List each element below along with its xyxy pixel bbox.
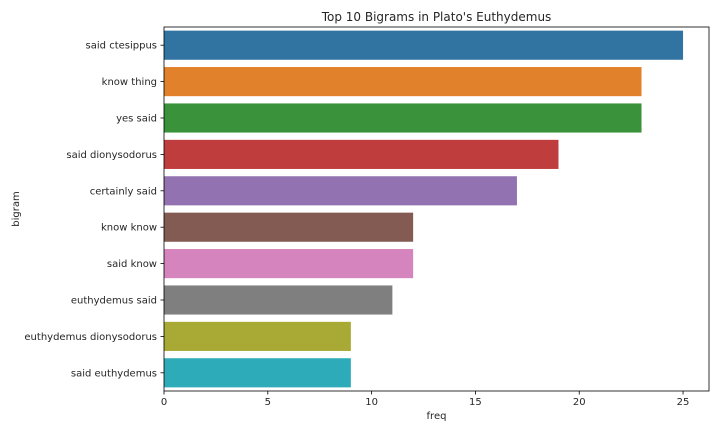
bar-certainly-said (164, 176, 517, 206)
x-tick-label: 20 (573, 397, 586, 408)
y-tick-label: said know (107, 259, 157, 270)
y-tick-label: certainly said (90, 186, 157, 197)
bar-know-thing (164, 67, 642, 97)
bar-yes-said (164, 103, 642, 133)
y-tick-label: euthydemus said (71, 296, 157, 307)
bar-said-ctesippus (164, 30, 684, 60)
bar-said-dionysodorus (164, 139, 559, 169)
y-tick-label: yes said (116, 114, 157, 125)
x-tick-label: 15 (469, 397, 482, 408)
y-axis-ticks: said ctesippus know thing yes said said dio… (24, 41, 164, 379)
x-axis-ticks: 0 5 10 15 20 25 (161, 391, 690, 408)
y-axis-label: bigram (11, 191, 22, 226)
y-tick-label: said dionysodorus (66, 150, 157, 161)
y-tick-label: know thing (102, 77, 157, 88)
x-tick-label: 5 (265, 397, 271, 408)
y-tick-label: said ctesippus (86, 41, 157, 52)
plot-frame (163, 26, 710, 392)
x-tick-label: 25 (677, 397, 690, 408)
y-tick-label: euthydemus dionysodorus (24, 332, 157, 343)
x-tick-label: 0 (161, 397, 167, 408)
bar-know-know (164, 212, 414, 242)
y-tick-label: know know (101, 223, 157, 234)
bar-said-know (164, 249, 414, 279)
bar-said-euthydemus (164, 358, 351, 388)
bars-group (164, 30, 684, 388)
y-tick-label: said euthydemus (71, 368, 157, 379)
x-axis-label: freq (427, 411, 447, 422)
bar-euthydemus-dionysodorus (164, 321, 351, 351)
bar-euthydemus-said (164, 285, 393, 315)
chart-title: Top 10 Bigrams in Plato's Euthydemus (321, 10, 552, 24)
x-tick-label: 10 (365, 397, 378, 408)
